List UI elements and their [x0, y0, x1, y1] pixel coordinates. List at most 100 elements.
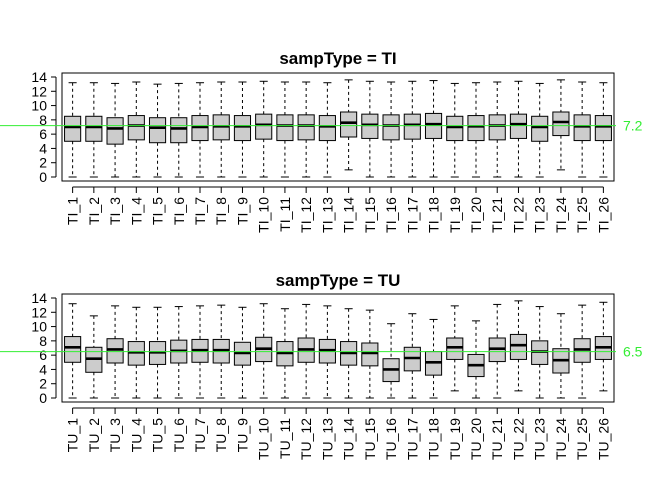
- box-TU_23: [531, 306, 549, 399]
- iqr-box: [403, 113, 421, 140]
- box-TI_20: [467, 82, 485, 178]
- iqr-box: [488, 114, 506, 141]
- box-TU_1: [64, 303, 82, 399]
- x-tick-label: TI_22: [510, 197, 526, 233]
- iqr-box: [467, 115, 485, 142]
- box-TI_11: [276, 81, 294, 178]
- x-tick-label: TI_26: [595, 197, 611, 233]
- iqr-box: [531, 115, 549, 142]
- box-TI_13: [318, 82, 336, 178]
- box-TI_5: [148, 83, 167, 178]
- box-TU_6: [170, 306, 188, 399]
- box-TU_21: [488, 303, 506, 399]
- plot-frame: [61, 72, 615, 182]
- x-tick-label: TI_3: [107, 197, 123, 225]
- x-tick-label: TU_6: [171, 418, 187, 452]
- x-tick-label: TI_10: [256, 197, 272, 233]
- box-TI_9: [233, 81, 252, 178]
- x-tick-label: TI_12: [298, 197, 314, 233]
- box-TU_26: [594, 301, 612, 392]
- y-tick-label: 6: [39, 126, 47, 142]
- box-TU_17: [403, 313, 421, 399]
- x-tick-label: TI_19: [447, 197, 463, 233]
- x-tick-label: TI_5: [150, 197, 166, 225]
- x-tick-label: TI_1: [65, 197, 81, 225]
- y-tick-label: 2: [39, 376, 47, 392]
- box-TU_14: [340, 308, 358, 399]
- box-TU_18: [424, 318, 443, 399]
- x-tick-label: TI_21: [489, 197, 505, 233]
- x-tick-label: TU_19: [447, 418, 463, 460]
- box-TU_10: [255, 303, 273, 399]
- x-tick-label: TI_9: [234, 197, 250, 225]
- iqr-box: [594, 115, 612, 142]
- x-tick-label: TI_25: [574, 197, 590, 233]
- x-tick-label: TU_24: [553, 418, 569, 460]
- x-tick-label: TU_10: [256, 418, 272, 460]
- y-tick-label: 12: [31, 83, 47, 99]
- box-TI_23: [531, 82, 549, 178]
- box-TU_12: [297, 303, 315, 399]
- box-TU_2: [85, 315, 103, 399]
- box-TU_20: [467, 320, 485, 399]
- box-TI_3: [106, 82, 124, 178]
- x-tick-label: TI_4: [128, 197, 144, 225]
- y-tick-label: 2: [39, 155, 47, 171]
- y-tick-label: 10: [31, 98, 47, 114]
- iqr-box: [382, 114, 400, 141]
- x-tick-label: TI_17: [404, 197, 420, 233]
- box-TU_5: [148, 306, 167, 399]
- x-tick-label: TU_21: [489, 418, 505, 460]
- y-tick-label: 14: [31, 290, 47, 306]
- iqr-box: [446, 337, 464, 360]
- x-tick-label: TI_13: [319, 197, 335, 233]
- y-tick-label: 4: [39, 140, 47, 156]
- x-tick-label: TU_7: [192, 418, 208, 452]
- x-tick-label: TU_5: [150, 418, 166, 452]
- iqr-box: [552, 111, 570, 137]
- iqr-box: [509, 333, 528, 360]
- box-TI_16: [382, 81, 400, 178]
- x-tick-label: TI_18: [426, 197, 442, 233]
- box-TI_14: [340, 79, 358, 171]
- x-tick-label: TI_16: [383, 197, 399, 233]
- box-TI_6: [170, 82, 188, 178]
- chart-title: sampType = TI: [279, 49, 396, 68]
- iqr-box: [509, 113, 528, 139]
- box-TU_7: [191, 305, 209, 399]
- x-tick-label: TI_15: [362, 197, 378, 233]
- plot-frame: [61, 293, 615, 403]
- y-tick-label: 8: [39, 333, 47, 349]
- box-TI_24: [552, 79, 570, 171]
- box-TI_26: [594, 82, 612, 178]
- iqr-box: [85, 115, 103, 142]
- iqr-box: [170, 117, 188, 144]
- iqr-box: [106, 117, 124, 145]
- iqr-box: [318, 115, 336, 142]
- x-tick-label: TU_11: [277, 418, 293, 459]
- iqr-box: [361, 342, 379, 367]
- x-tick-label: TU_17: [404, 418, 420, 460]
- y-tick-label: 10: [31, 319, 47, 335]
- box-TI_10: [255, 80, 273, 178]
- iqr-box: [361, 113, 379, 139]
- y-tick-label: 14: [31, 69, 47, 85]
- iqr-box: [64, 115, 82, 142]
- box-TI_4: [127, 81, 145, 178]
- box-TU_19: [446, 305, 464, 392]
- x-tick-label: TI_14: [341, 197, 357, 233]
- iqr-box: [340, 111, 358, 138]
- box-TI_21: [488, 81, 506, 178]
- x-tick-label: TU_2: [86, 418, 102, 452]
- box-TU_16: [382, 323, 400, 399]
- x-tick-label: TI_8: [213, 197, 229, 225]
- y-tick-label: 8: [39, 112, 47, 128]
- box-TU_9: [233, 306, 252, 399]
- x-tick-label: TI_11: [277, 197, 293, 232]
- x-tick-label: TU_8: [213, 418, 229, 452]
- box-TI_22: [509, 80, 528, 178]
- box-TI_17: [403, 80, 421, 178]
